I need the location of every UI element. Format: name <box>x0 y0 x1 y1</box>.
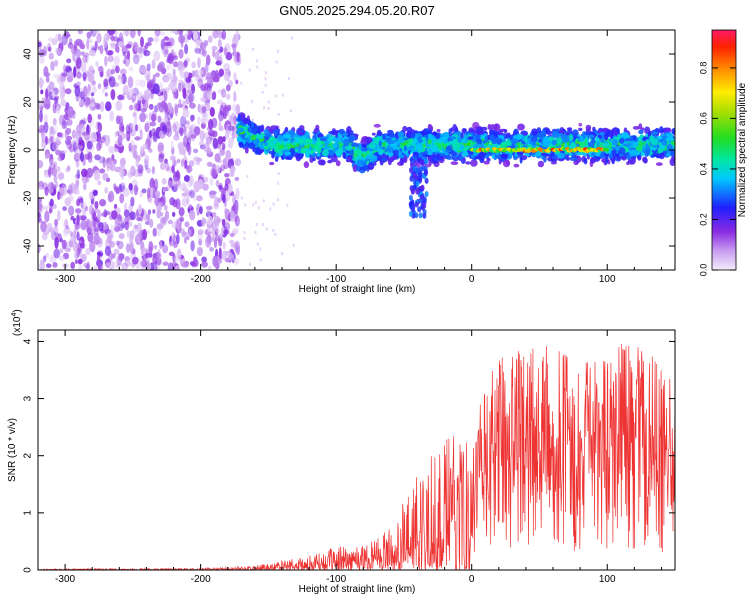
y-tick-label: 4 <box>23 338 34 344</box>
x-tick-label: 0 <box>469 574 475 585</box>
y-tick-label: 0 <box>23 567 34 573</box>
x-tick-label: -200 <box>191 574 211 585</box>
spectrogram-ylabel: Frequency (Hz) <box>7 116 18 185</box>
x-tick-label: -200 <box>191 274 211 285</box>
colorbar-label: Normalized spectral amplitude <box>737 82 748 217</box>
colorbar: 0.0 0.2 0.4 0.6 0.8 Normalized spectral ampl… <box>698 29 748 277</box>
colorbar-tick-label: 0.2 <box>698 213 708 226</box>
snr-series-line <box>38 343 675 570</box>
snr-frame <box>37 329 676 571</box>
x-tick-label: -300 <box>55 274 75 285</box>
colorbar-tick-label: 0.0 <box>698 264 708 277</box>
spectrogram-xlabel: Height of straight line (km) <box>299 284 416 295</box>
y-tick-label: 2 <box>23 452 34 458</box>
noise-region <box>38 30 295 270</box>
y-tick-label: 1 <box>23 510 34 516</box>
snr-ylabel: SNR (10 * v/v) <box>7 418 18 482</box>
snr-xlabel: Height of straight line (km) <box>299 584 416 595</box>
y-tick-label: 20 <box>23 96 34 108</box>
y-tick-label: 0 <box>23 147 34 153</box>
figure-title: GN05.2025.294.05.20.R07 <box>279 3 434 18</box>
signal-band <box>235 112 675 219</box>
x-tick-label: -100 <box>326 574 346 585</box>
y-tick-label: 40 <box>23 48 34 60</box>
colorbar-tick-label: 0.4 <box>698 163 708 176</box>
colorbar-tick-label: 0.6 <box>698 112 708 125</box>
y-tick-label: -40 <box>23 238 34 253</box>
y-tick-label: -20 <box>23 190 34 205</box>
x-tick-label: 100 <box>599 274 616 285</box>
x-tick-label: -100 <box>326 274 346 285</box>
x-tick-label: 100 <box>599 574 616 585</box>
colorbar-tick-label: 0.8 <box>698 62 708 75</box>
colorbar-ticks: 0.0 0.2 0.4 0.6 0.8 <box>698 62 736 277</box>
x-tick-label: 0 <box>469 274 475 285</box>
x-tick-label: -300 <box>55 574 75 585</box>
snr-ticks: -300 -200 -100 0 100 0 1 2 3 4 <box>23 330 675 585</box>
carrier-line <box>469 147 610 153</box>
snr-panel: -300 -200 -100 0 100 0 1 2 3 4 (x104) Height of s… <box>7 309 676 595</box>
spectrogram-heatmap <box>38 30 675 270</box>
y-tick-label: 3 <box>23 395 34 401</box>
snr-scale-label: (x104) <box>11 309 23 336</box>
colorbar-gradient <box>711 29 737 271</box>
snr-plot <box>38 343 675 570</box>
